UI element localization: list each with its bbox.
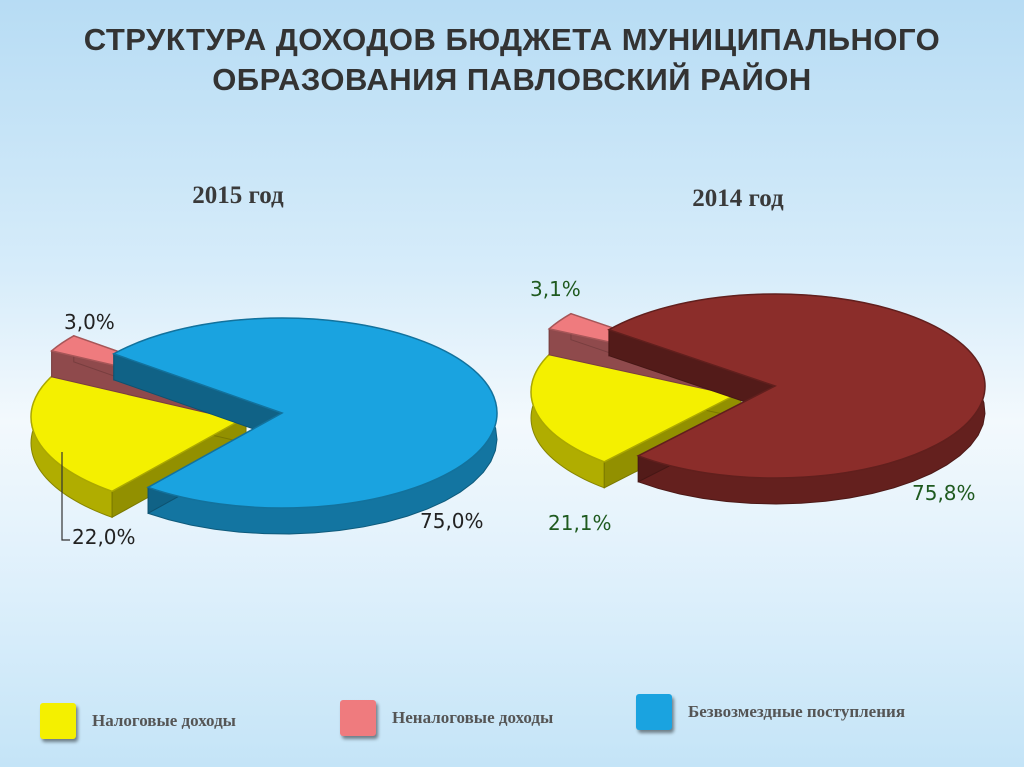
pie-2014-label-grants: 75,8% [912,481,976,505]
legend-swatch-grants [636,694,672,730]
pie-2015-label-nontax: 3,0% [64,310,115,334]
pie-2014-label-nontax: 3,1% [530,277,581,301]
pie-2015-label-tax: 22,0% [72,525,136,549]
pie-chart-2015: 2015 год 3,0% 22,0% 75,0% [30,182,498,549]
legend-label-tax: Налоговые доходы [92,711,236,730]
legend-label-nontax: Неналоговые доходы [392,708,554,727]
legend-swatch-nontax [340,700,376,736]
leader-line-tax-2015 [61,452,70,541]
pie-chart-2014: 2014 год 3,1% 21,1% 75,8% [530,185,986,535]
pie-2014-slice-grants [607,293,986,505]
chart-title: СТРУКТУРА ДОХОДОВ БЮДЖЕТА МУНИЦИПАЛЬНОГО… [0,20,1024,100]
pie-2015-label-grants: 75,0% [420,509,484,533]
legend-item-grants: Безвозмездные поступления [636,694,905,730]
pie-2015-slice-grants-top [111,317,498,509]
chart-title-line-2: ОБРАЗОВАНИЯ ПАВЛОВСКИЙ РАЙОН [212,62,812,97]
chart-title-line-1: СТРУКТУРА ДОХОДОВ БЮДЖЕТА МУНИЦИПАЛЬНОГО [83,22,941,57]
pie-2015-slice-tax-top [30,371,249,493]
legend-label-grants: Безвозмездные поступления [688,702,906,721]
legend-item-tax: Налоговые доходы [40,703,236,739]
legend-item-nontax: Неналоговые доходы [340,700,553,736]
pie-2015-slice-grants [111,317,498,535]
legend-swatch-tax [40,703,76,739]
pie-2015-title: 2015 год [192,182,284,209]
pie-2014-slice-grants-top [607,293,986,479]
pie-2014-label-tax: 21,1% [548,511,612,535]
pie-2014-title: 2014 год [692,185,784,212]
pie-2014-slice-tax-top [530,350,744,463]
